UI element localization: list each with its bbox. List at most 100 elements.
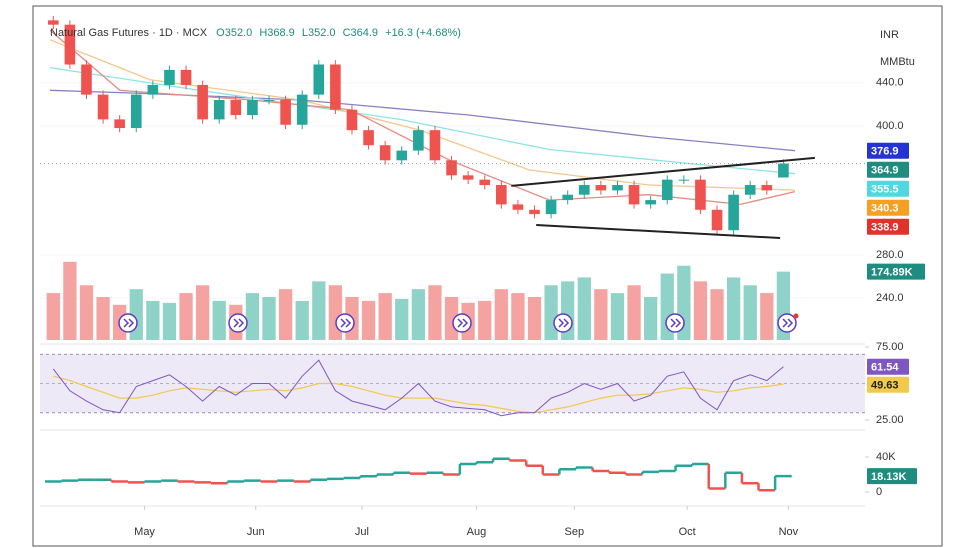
x-tick-label: Aug [467, 526, 487, 538]
value-label: 174.89K [871, 267, 913, 279]
volume-bar [378, 293, 392, 340]
candle-body [695, 179, 706, 210]
volume-bar [328, 285, 343, 340]
volume-bar [494, 289, 508, 340]
candle-body [330, 64, 341, 110]
candle-body [346, 109, 358, 131]
rsi-line [52, 359, 784, 417]
candle-body [462, 175, 474, 180]
candle-body [778, 163, 789, 178]
candle-body [64, 24, 76, 65]
candle-body [446, 160, 457, 176]
value-label: 364.9 [871, 165, 899, 177]
candle-body [263, 100, 275, 102]
volume-bar [527, 297, 542, 340]
value-label-box [867, 161, 909, 178]
rsi-tick-label: 75.00 [876, 341, 904, 353]
volume-bar [411, 289, 425, 340]
x-tick-label: Sep [565, 526, 585, 538]
volume-bar [162, 302, 177, 340]
candle-body [180, 69, 192, 85]
candle-body [147, 84, 159, 95]
volume-bar [760, 293, 774, 340]
value-label: 49.63 [871, 380, 899, 392]
event-markers [118, 313, 799, 333]
header-value: L352.0 [302, 27, 336, 39]
y-tick-label: 440.0 [876, 77, 904, 89]
oi-tick-label: 40K [876, 451, 896, 463]
candle-body [296, 94, 308, 125]
volume-bar [146, 300, 160, 340]
x-tick-label: Jul [355, 526, 369, 538]
volume-bar [196, 285, 210, 340]
candle-body [661, 179, 673, 201]
candle-body [363, 130, 374, 146]
value-label-box [867, 199, 909, 216]
oi-tick-label: 0 [876, 486, 882, 498]
rsi-tick-label: 25.00 [876, 414, 904, 426]
frame [32, 5, 943, 547]
currency: INR [880, 29, 899, 41]
volume-bar [395, 298, 409, 340]
candle-body [512, 204, 524, 210]
volume-bar [577, 277, 591, 340]
candle-body [97, 94, 109, 120]
candle-body [313, 64, 325, 95]
value-label: 338.9 [871, 222, 899, 234]
header-value: O352.0 [216, 27, 252, 39]
volume-bar [46, 293, 60, 340]
volume-bar [743, 285, 757, 340]
volume-bar [511, 293, 525, 340]
volume-bar [79, 285, 94, 340]
header-value: C364.9 [343, 27, 378, 39]
candle-body [529, 209, 540, 215]
volume-bar [610, 293, 625, 340]
x-tick-label: Jun [247, 526, 265, 538]
candle-body [81, 64, 92, 95]
candle-body [479, 179, 491, 186]
trendline [511, 156, 815, 187]
value-label-box [867, 142, 909, 159]
volume-bar [245, 293, 260, 340]
plot: May Jun Jul Aug Sep Oct Nov 240.0 280.0 400.0 440.… [40, 16, 925, 538]
candle-body [595, 185, 607, 191]
candle-body [280, 100, 291, 125]
value-label: 61.54 [871, 362, 899, 374]
candle-body [197, 84, 208, 120]
candle-body [628, 185, 640, 205]
volume-bar [544, 285, 558, 340]
volume-bar [262, 297, 276, 340]
candle-body [164, 69, 175, 85]
volume-bar [278, 289, 293, 340]
x-tick-label: Oct [679, 526, 696, 538]
candle-body [213, 100, 225, 120]
candle-body [711, 209, 723, 231]
candle-body [396, 150, 408, 161]
moving-average [49, 39, 796, 191]
value-label-box [867, 376, 909, 393]
candle-body [413, 130, 424, 151]
y-tick-label: 400.0 [876, 120, 904, 132]
header-value: +16.3 (+4.68%) [385, 27, 461, 39]
volume-bar [212, 300, 226, 340]
candle-body [578, 185, 590, 195]
candle-body [761, 185, 773, 191]
value-label: 355.5 [871, 184, 899, 196]
volume-bar [693, 281, 708, 340]
x-tick-label: May [134, 526, 155, 538]
y-tick-label: 240.0 [876, 292, 904, 304]
candle-body [230, 100, 242, 116]
candle-body [247, 100, 258, 116]
volume-bar [179, 293, 193, 340]
volume-bar [312, 281, 326, 340]
candle-body [47, 20, 59, 25]
volume-bar [428, 285, 442, 340]
header: Natural Gas Futures · 1D · MCX O352.0 H3… [50, 27, 461, 39]
candle-body [562, 194, 574, 201]
candle-body [496, 185, 507, 205]
volume-bar [63, 261, 77, 340]
volume-bar [644, 297, 658, 340]
value-label-box [867, 263, 925, 280]
